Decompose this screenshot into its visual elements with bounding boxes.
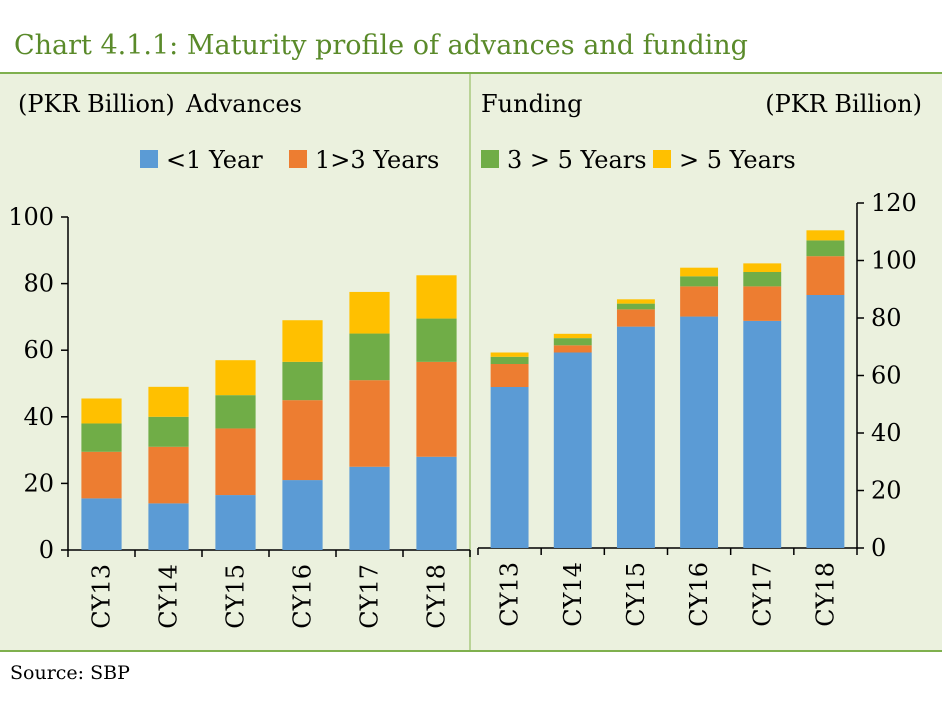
legend-label-gt5: > 5 Years xyxy=(679,146,796,174)
funding-y-tick-label: 20 xyxy=(871,477,902,505)
funding-bar-cy14-s1 xyxy=(553,345,592,353)
chart-title: Chart 4.1.1: Maturity profile of advance… xyxy=(14,30,748,61)
funding-bar-cy14-s0 xyxy=(553,352,592,548)
advances-category-label: CY18 xyxy=(423,564,451,629)
funding-category-label: CY18 xyxy=(811,562,839,627)
funding-y-tick-label: 40 xyxy=(871,419,902,447)
advances-bar-cy15-s1 xyxy=(215,428,256,496)
legend-label-1to3: 1>3 Years xyxy=(315,146,439,174)
advances-bar-cy16-s0 xyxy=(282,480,323,550)
advances-bar-cy18-s0 xyxy=(416,456,457,550)
advances-title: Advances xyxy=(185,90,302,118)
funding-bar-cy16-s0 xyxy=(680,316,719,548)
advances-category-label: CY16 xyxy=(289,564,317,629)
advances-category-label: CY13 xyxy=(88,564,116,629)
funding-y-tick-label: 100 xyxy=(871,247,917,275)
legend: <1 Year 1>3 Years 3 > 5 Years > 5 Years xyxy=(140,146,796,174)
funding-bar-cy13-s2 xyxy=(490,356,529,364)
advances-bar-cy16-s2 xyxy=(282,361,323,401)
funding-bar-cy13-s1 xyxy=(490,364,529,387)
advances-bar-cy13-s1 xyxy=(81,451,122,499)
advances-bar-cy14-s0 xyxy=(148,503,189,550)
funding-bar-cy15-s3 xyxy=(616,299,655,304)
legend-swatch-3to5 xyxy=(481,150,499,168)
funding-category-label: CY17 xyxy=(748,562,776,627)
advances-category-label: CY14 xyxy=(155,564,183,629)
advances-bar-cy13-s0 xyxy=(81,498,122,550)
advances-bar-cy16-s1 xyxy=(282,400,323,481)
advances-y-tick-label: 20 xyxy=(23,469,54,497)
advances-bar-cy15-s0 xyxy=(215,495,256,550)
advances-y-tick-label: 80 xyxy=(23,270,54,298)
funding-bar-cy15-s0 xyxy=(616,326,655,548)
advances-y-tick-label: 0 xyxy=(39,536,54,564)
funding-category-label: CY13 xyxy=(496,562,524,627)
advances-category-label: CY15 xyxy=(222,564,250,629)
funding-bar-cy18-s1 xyxy=(806,256,845,295)
funding-plot: 0 20 40 60 80 100 120 CY13 CY14 CY15 CY16 CY17 CY18 xyxy=(477,189,917,627)
funding-bar-cy13-s3 xyxy=(490,352,529,357)
funding-title: Funding xyxy=(481,90,582,118)
bottom-rule xyxy=(0,650,942,652)
funding-y-tick-label: 60 xyxy=(871,362,902,390)
funding-category-label: CY15 xyxy=(622,562,650,627)
funding-unit-label: (PKR Billion) xyxy=(765,90,922,118)
advances-bar-cy13-s3 xyxy=(81,398,122,424)
advances-bar-cy15-s2 xyxy=(215,395,256,429)
advances-bar-cy17-s0 xyxy=(349,466,390,550)
funding-bar-cy17-s0 xyxy=(743,320,782,548)
advances-bar-cy17-s3 xyxy=(349,291,390,334)
legend-label-3to5: 3 > 5 Years xyxy=(507,146,647,174)
advances-bar-cy18-s1 xyxy=(416,361,457,457)
legend-swatch-1to3 xyxy=(289,150,307,168)
funding-bar-cy13-s0 xyxy=(490,387,529,548)
funding-y-tick-label: 0 xyxy=(871,534,886,562)
advances-bar-cy15-s3 xyxy=(215,360,256,396)
advances-bar-cy14-s3 xyxy=(148,386,189,417)
source-note: Source: SBP xyxy=(10,662,130,684)
funding-y-tick-label: 120 xyxy=(871,189,917,217)
funding-bar-cy16-s2 xyxy=(680,276,719,287)
advances-unit-label: (PKR Billion) xyxy=(18,90,175,118)
advances-y-tick-label: 100 xyxy=(8,203,54,231)
funding-bar-cy17-s2 xyxy=(743,272,782,287)
advances-bar-cy18-s3 xyxy=(416,275,457,319)
funding-bar-cy18-s0 xyxy=(806,295,845,548)
title-bar: Chart 4.1.1: Maturity profile of advance… xyxy=(0,0,942,74)
funding-bar-cy14-s2 xyxy=(553,338,592,346)
funding-bar-cy16-s1 xyxy=(680,286,719,317)
advances-bar-cy17-s2 xyxy=(349,333,390,381)
advances-plot: 0 20 40 60 80 100 CY13 CY14 CY15 CY16 CY17 CY18 xyxy=(8,203,471,629)
funding-bar-cy15-s1 xyxy=(616,309,655,327)
legend-swatch-lt1 xyxy=(140,150,158,168)
funding-category-label: CY16 xyxy=(685,562,713,627)
funding-y-tick-label: 80 xyxy=(871,304,902,332)
advances-bar-cy17-s1 xyxy=(349,380,390,467)
legend-swatch-gt5 xyxy=(653,150,671,168)
funding-category-label: CY14 xyxy=(559,562,587,627)
funding-bar-cy14-s3 xyxy=(553,333,592,339)
funding-bar-cy18-s3 xyxy=(806,230,845,241)
funding-bar-cy18-s2 xyxy=(806,240,845,257)
legend-label-lt1: <1 Year xyxy=(166,146,263,174)
funding-bar-cy17-s3 xyxy=(743,263,782,272)
advances-bar-cy14-s2 xyxy=(148,416,189,447)
advances-bar-cy18-s2 xyxy=(416,318,457,362)
funding-bar-cy16-s3 xyxy=(680,267,719,277)
advances-y-tick-label: 40 xyxy=(23,403,54,431)
advances-bar-cy13-s2 xyxy=(81,423,122,452)
advances-bar-cy16-s3 xyxy=(282,320,323,362)
advances-y-tick-label: 60 xyxy=(23,336,54,364)
panel-divider xyxy=(469,74,471,650)
funding-bar-cy15-s2 xyxy=(616,303,655,310)
advances-category-label: CY17 xyxy=(356,564,384,629)
funding-bar-cy17-s1 xyxy=(743,286,782,321)
advances-bar-cy14-s1 xyxy=(148,446,189,504)
